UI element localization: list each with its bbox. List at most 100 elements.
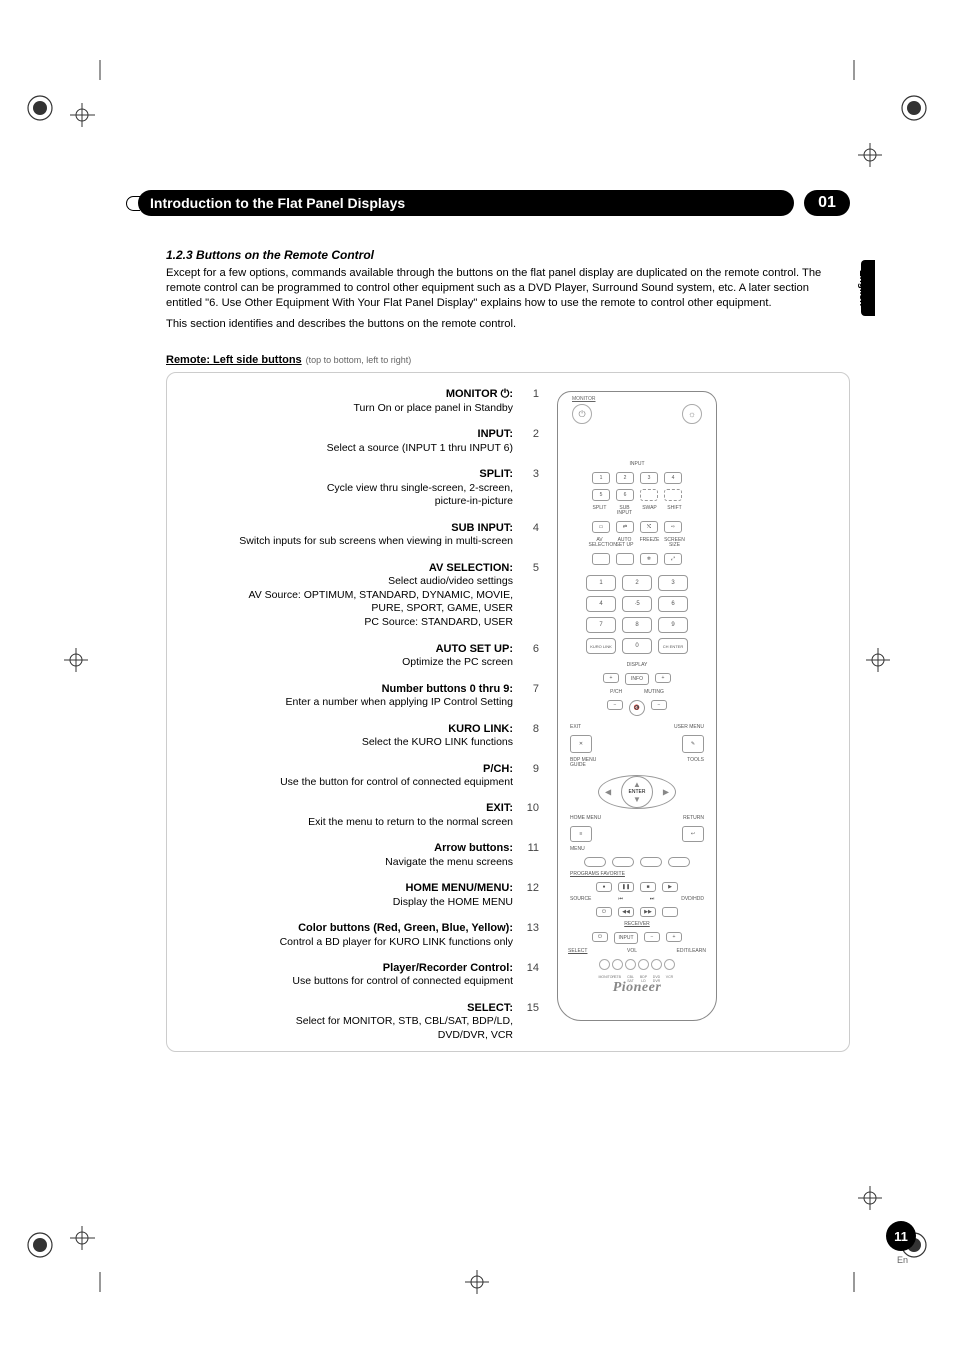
sel-vcr	[664, 959, 675, 970]
chapter-number: 01	[804, 190, 850, 216]
remote-monitor-label: MONITOR	[572, 396, 596, 402]
button-item-line: Use the button for control of connected …	[167, 776, 513, 790]
ch-enter-btn: CH ENTER	[658, 638, 688, 654]
button-item-title: AUTO SET UP:	[167, 642, 513, 656]
stop-btn: ■	[640, 882, 656, 892]
arrow-right-icon: ▶	[663, 788, 669, 797]
num-4: 4	[586, 596, 616, 612]
input-1: 1	[592, 472, 610, 484]
button-item-number: 10	[513, 801, 539, 829]
button-item-title: AV SELECTION:	[167, 561, 513, 575]
input-blank-1	[640, 489, 658, 501]
return-btn: ↩	[682, 826, 704, 842]
src-dvd-labels: SOURCE ⏮ ⏭ DVD/HDD	[564, 897, 710, 902]
button-item-line: Display the HOME MENU	[167, 896, 513, 910]
num-7: 7	[586, 617, 616, 633]
swap-btn: ⤭	[640, 521, 658, 533]
source-power-btn: ⏻	[596, 907, 612, 917]
button-item-number: 13	[513, 921, 539, 949]
remote-illustration: MONITOR ⏻ ☼ INPUT 1 2 3 4	[557, 391, 717, 1021]
button-item-line: Control a BD player for KURO LINK functi…	[167, 936, 513, 950]
input-blank-2	[664, 489, 682, 501]
num-2: 2	[622, 575, 652, 591]
ff-btn: ▶▶	[640, 907, 656, 917]
receiver-label: RECEIVER	[564, 922, 710, 927]
arrow-up-icon: ▲	[633, 780, 641, 789]
button-item: AV SELECTION:Select audio/video settings…	[167, 561, 539, 630]
vol-down: −	[644, 932, 660, 942]
mute-btn: 🔇	[629, 700, 645, 716]
button-item-text: SPLIT:Cycle view thru single-screen, 2-s…	[167, 467, 513, 509]
home-menu-btn: ≡	[570, 826, 592, 842]
sel-dvd	[651, 959, 662, 970]
sel-cbl	[625, 959, 636, 970]
button-item-number: 5	[513, 561, 539, 630]
info-btn: INFO	[625, 673, 649, 685]
prog-fav-label: PROGRAMS FAVORITE	[564, 872, 710, 877]
pause-btn: ❚❚	[618, 882, 634, 892]
button-item-text: EXIT:Exit the menu to return to the norm…	[167, 801, 513, 829]
button-item-line: Use buttons for control of connected equ…	[167, 975, 513, 989]
button-item-line: AV Source: OPTIMUM, STANDARD, DYNAMIC, M…	[167, 589, 513, 603]
play-btn: ▶	[662, 882, 678, 892]
button-item-text: SELECT:Select for MONITOR, STB, CBL/SAT,…	[167, 1001, 513, 1043]
freeze-btn: ❄	[640, 553, 658, 565]
button-item-text: Player/Recorder Control:Use buttons for …	[167, 961, 513, 989]
button-item-number: 14	[513, 961, 539, 989]
button-item-line: Select audio/video settings	[167, 575, 513, 589]
button-item-line: Exit the menu to return to the normal sc…	[167, 816, 513, 830]
button-item: SUB INPUT:Switch inputs for sub screens …	[167, 521, 539, 549]
button-item: P/CH:Use the button for control of conne…	[167, 762, 539, 790]
dpad: ▲ ▼ ◀ ▶ ENTER	[598, 775, 676, 809]
chapter-title: Introduction to the Flat Panel Displays	[138, 190, 794, 216]
rew-btn: ◀◀	[618, 907, 634, 917]
button-item-title: Number buttons 0 thru 9:	[167, 682, 513, 696]
button-list: MONITOR ⏻:Turn On or place panel in Stan…	[167, 387, 547, 1037]
chapter-bar: Introduction to the Flat Panel Displays …	[130, 190, 850, 216]
kuro-link-btn: KURO LINK	[586, 638, 616, 654]
button-item: EXIT:Exit the menu to return to the norm…	[167, 801, 539, 829]
func-row-1: ▭ ⇄ ⤭ ⇨	[564, 521, 710, 533]
receiver-row: ⏻ INPUT − +	[564, 932, 710, 944]
button-item: KURO LINK:Select the KURO LINK functions…	[167, 722, 539, 750]
button-item-text: P/CH:Use the button for control of conne…	[167, 762, 513, 790]
button-item-line: Turn On or place panel in Standby	[167, 402, 513, 416]
button-item-text: KURO LINK:Select the KURO LINK functions	[167, 722, 513, 750]
button-item: MONITOR ⏻:Turn On or place panel in Stan…	[167, 387, 539, 415]
button-item: HOME MENU/MENU:Display the HOME MENU12	[167, 881, 539, 909]
button-item: Number buttons 0 thru 9:Enter a number w…	[167, 682, 539, 710]
pch-mute-labels: P/CH MUTING	[564, 690, 710, 695]
plus-left: +	[603, 673, 619, 683]
button-item-number: 9	[513, 762, 539, 790]
page-number: 11	[886, 1221, 916, 1251]
button-item-text: AV SELECTION:Select audio/video settings…	[167, 561, 513, 630]
button-item-title: P/CH:	[167, 762, 513, 776]
button-item-number: 12	[513, 881, 539, 909]
arrow-left-icon: ◀	[605, 788, 611, 797]
display-row: + INFO +	[564, 673, 710, 685]
left-buttons-note: (top to bottom, left to right)	[306, 355, 412, 365]
language-tab: English	[857, 270, 868, 306]
button-item-title: Arrow buttons:	[167, 841, 513, 855]
vol-label-row: SELECT VOL EDIT/LEARN	[564, 949, 710, 954]
avsel-btn	[592, 553, 610, 565]
button-item-text: INPUT:Select a source (INPUT 1 thru INPU…	[167, 427, 513, 455]
chapter-title-text: Introduction to the Flat Panel Displays	[150, 195, 405, 211]
rec-btn: ●	[596, 882, 612, 892]
page-content: Introduction to the Flat Panel Displays …	[130, 190, 850, 1052]
minus-left: −	[607, 700, 623, 710]
split-btn: ▭	[592, 521, 610, 533]
input-label: INPUT	[564, 462, 710, 467]
button-item-title: EXIT:	[167, 801, 513, 815]
home-return-row: ≡ ↩	[564, 826, 710, 842]
page-lang-short: En	[897, 1255, 908, 1265]
plus-right: +	[655, 673, 671, 683]
display-label: DISPLAY	[564, 663, 710, 668]
button-item-text: Number buttons 0 thru 9:Enter a number w…	[167, 682, 513, 710]
blue-button	[640, 857, 662, 867]
subsection-heading: 1.2.3 Buttons on the Remote Control	[166, 248, 850, 262]
button-item-line: Select for MONITOR, STB, CBL/SAT, BDP/LD…	[167, 1015, 513, 1029]
button-item-number: 15	[513, 1001, 539, 1043]
func-labels-2: AV SELECTION AUTO SET UP FREEZE SCREEN S…	[564, 538, 710, 548]
button-item: INPUT:Select a source (INPUT 1 thru INPU…	[167, 427, 539, 455]
